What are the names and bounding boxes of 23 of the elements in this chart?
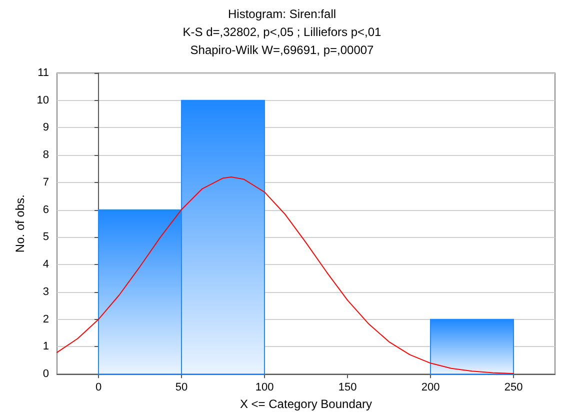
x-tick-label: 100 xyxy=(255,382,274,394)
y-tick-label: 2 xyxy=(42,313,49,326)
y-tick-label: 6 xyxy=(42,204,49,216)
y-tick-label: 9 xyxy=(42,122,49,134)
x-axis-title: X <= Category Boundary xyxy=(240,397,372,411)
y-tick-label: 3 xyxy=(42,286,49,298)
y-tick-label: 8 xyxy=(42,149,49,162)
y-tick-label: 10 xyxy=(36,94,49,106)
chart-subtitle: K-S d=,32802, p<,05 ; Lilliefors p<,01 Shapiro-Wilk W=,69691, p=,00007 xyxy=(182,25,382,57)
x-tick-label: 50 xyxy=(175,382,188,394)
y-tick-label: 11 xyxy=(38,67,49,79)
chart-title: Histogram: Siren:fall xyxy=(228,7,336,21)
x-tick-label: 150 xyxy=(338,382,357,394)
y-tick-label: 7 xyxy=(42,176,49,188)
y-tick-label: 4 xyxy=(42,258,49,271)
y-tick-label: 1 xyxy=(42,340,49,353)
x-tick-label: 0 xyxy=(95,382,102,394)
y-tick-label: 5 xyxy=(42,231,49,244)
y-axis-title: No. of obs. xyxy=(12,194,27,253)
x-tick-label: 250 xyxy=(504,382,523,394)
y-tick-label: 0 xyxy=(42,368,49,380)
x-tick-label: 200 xyxy=(421,382,440,394)
line-series xyxy=(56,176,514,374)
